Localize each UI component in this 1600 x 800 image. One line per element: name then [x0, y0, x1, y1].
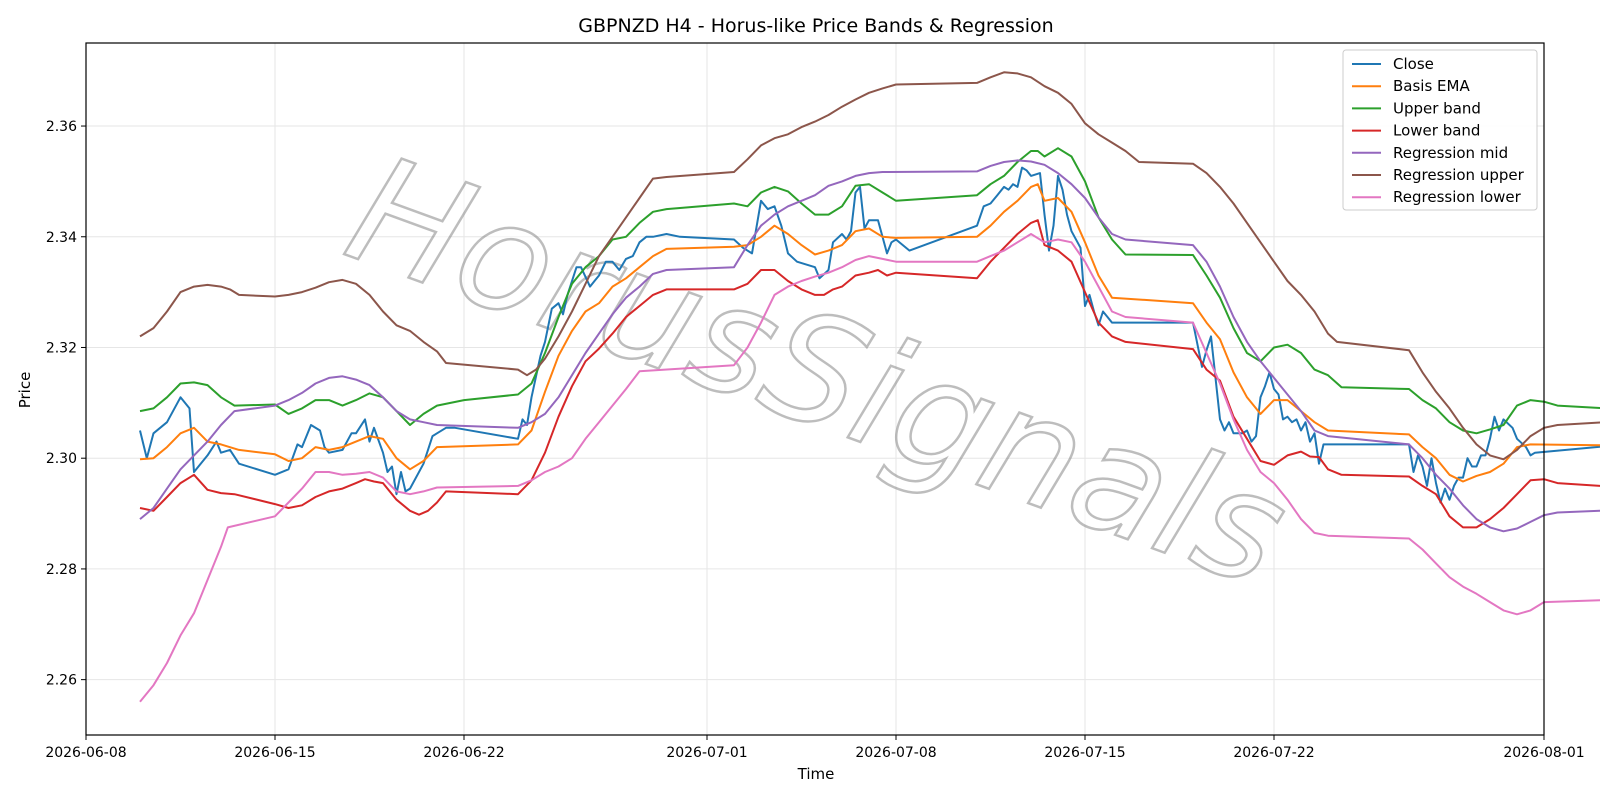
chart-title: GBPNZD H4 - Horus-like Price Bands & Reg… [578, 15, 1053, 37]
y-tick-label: 2.32 [46, 340, 77, 356]
series-line-regression-lower [139, 233, 1600, 703]
plot-frame [85, 42, 1545, 736]
y-axis: 2.26 2.28 2.30 2.32 2.34 2.36 [46, 119, 86, 689]
x-axis-label: Time [797, 765, 835, 783]
legend-label-regression-lower: Regression lower [1393, 188, 1522, 206]
series-line-regression-upper [139, 71, 1600, 461]
series-line-regression-mid [139, 159, 1600, 533]
legend-label-basis-ema: Basis EMA [1393, 77, 1470, 95]
x-tick-label: 2026-07-01 [666, 745, 747, 761]
legend: Close Basis EMA Upper band Lower band Regres… [1342, 49, 1538, 211]
y-tick-label: 2.28 [46, 562, 77, 578]
y-axis-label: Price [16, 372, 34, 409]
x-tick-label: 2026-07-08 [855, 745, 936, 761]
series-line-lower-band [139, 219, 1600, 529]
x-axis: 2026-06-08 2026-06-15 2026-06-22 2026-07-01… [45, 735, 1585, 761]
x-tick-label: 2026-08-01 [1503, 745, 1584, 761]
legend-box [1342, 49, 1538, 211]
series-layer [139, 71, 1600, 703]
legend-label-regression-mid: Regression mid [1393, 144, 1508, 162]
y-tick-label: 2.36 [46, 119, 77, 135]
legend-label-lower-band: Lower band [1393, 122, 1480, 140]
y-tick-label: 2.26 [46, 673, 77, 689]
legend-label-regression-upper: Regression upper [1393, 166, 1525, 184]
x-tick-label: 2026-07-22 [1233, 745, 1314, 761]
x-tick-label: 2026-06-08 [45, 745, 126, 761]
legend-label-close: Close [1393, 55, 1434, 73]
series-line-close [139, 166, 1600, 504]
series-line-upper-band [139, 147, 1600, 435]
y-tick-label: 2.34 [46, 230, 77, 246]
x-tick-label: 2026-06-15 [234, 745, 315, 761]
y-tick-label: 2.30 [46, 451, 77, 467]
series-line-basis-ema [139, 183, 1600, 483]
legend-label-upper-band: Upper band [1393, 99, 1481, 117]
x-tick-label: 2026-06-22 [423, 745, 504, 761]
x-tick-label: 2026-07-15 [1044, 745, 1125, 761]
